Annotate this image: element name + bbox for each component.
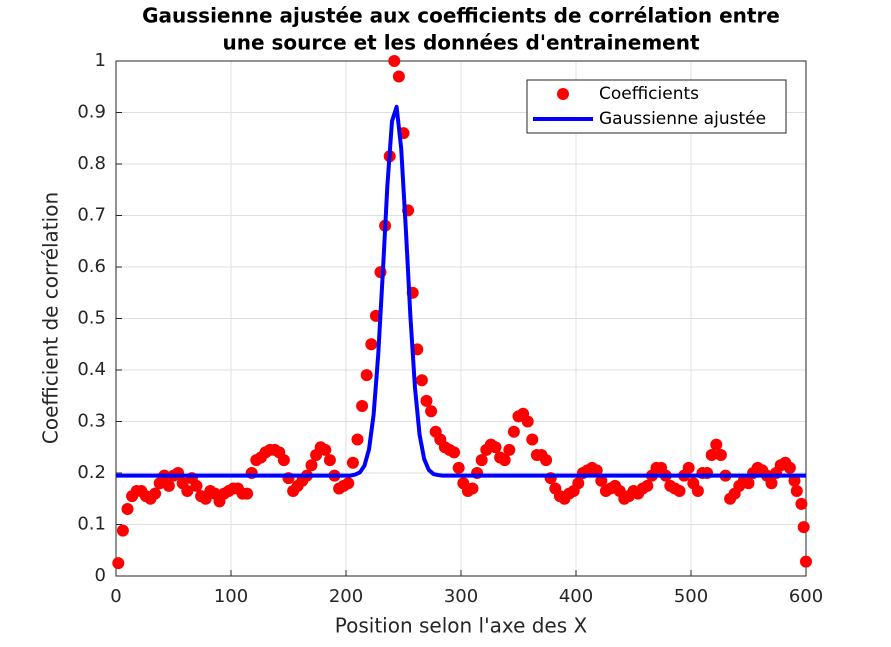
y-tick-label: 0.6: [77, 256, 106, 277]
y-tick-label: 0.8: [77, 153, 106, 174]
chart-title: une source et les données d'entrainement: [222, 31, 700, 55]
data-point: [319, 443, 332, 456]
data-point: [415, 374, 428, 387]
x-tick-label: 0: [110, 586, 121, 607]
data-point: [691, 485, 704, 498]
y-tick-label: 0.9: [77, 102, 106, 123]
data-point: [475, 454, 488, 467]
y-tick-label: 0.5: [77, 308, 106, 329]
data-point: [162, 479, 175, 492]
data-point: [507, 425, 520, 438]
data-point: [351, 433, 364, 446]
data-point: [710, 438, 723, 451]
data-point: [521, 415, 534, 428]
data-point: [241, 487, 254, 500]
data-point: [682, 461, 695, 474]
data-point: [305, 459, 318, 472]
data-point: [526, 433, 539, 446]
legend-label: Gaussienne ajustée: [599, 109, 766, 129]
data-point: [714, 448, 727, 461]
y-tick-label: 0.2: [77, 462, 106, 483]
y-tick-label: 0: [95, 565, 106, 586]
fit-line: [116, 104, 806, 478]
legend: Coefficients Gaussienne ajustée: [526, 79, 787, 134]
data-point: [388, 55, 401, 67]
x-tick-label: 300: [444, 586, 478, 607]
data-point: [595, 474, 608, 487]
data-point: [572, 477, 585, 490]
data-point: [277, 454, 290, 467]
y-tick-label: 0.7: [77, 205, 106, 226]
data-point: [116, 524, 129, 537]
data-point: [790, 485, 803, 498]
data-point: [783, 461, 796, 474]
data-point: [705, 448, 718, 461]
data-point: [346, 456, 359, 469]
data-point: [466, 482, 479, 495]
y-axis-label: Coefficient de corrélation: [39, 192, 63, 444]
data-point: [342, 477, 355, 490]
x-tick-label: 200: [329, 586, 363, 607]
y-tick-label: 0.3: [77, 411, 106, 432]
data-point: [420, 394, 433, 407]
legend-label: Coefficients: [599, 84, 699, 104]
x-tick-label: 100: [214, 586, 248, 607]
x-axis-label: Position selon l'axe des X: [335, 614, 588, 638]
data-point: [425, 405, 438, 418]
data-point: [498, 454, 511, 467]
data-point: [112, 557, 125, 570]
y-tick-label: 0.1: [77, 514, 106, 535]
data-point: [360, 369, 373, 382]
legend-box: [526, 79, 787, 134]
data-point: [742, 477, 755, 490]
data-point: [452, 461, 465, 474]
data-point: [121, 503, 134, 516]
y-tick-label: 0.4: [77, 359, 106, 380]
data-point: [489, 441, 502, 454]
x-tick-label: 500: [674, 586, 708, 607]
data-point: [392, 70, 405, 83]
data-point: [590, 464, 603, 477]
x-tick-label: 600: [789, 586, 823, 607]
data-point: [788, 474, 801, 487]
x-tick-label: 400: [559, 586, 593, 607]
data-point: [448, 446, 461, 459]
data-point: [641, 479, 654, 492]
data-point: [765, 477, 778, 490]
data-point: [190, 479, 203, 492]
data-point: [356, 400, 369, 413]
data-point: [797, 521, 810, 534]
data-point: [673, 485, 686, 498]
y-tick-label: 1: [95, 50, 106, 71]
data-point: [795, 497, 808, 510]
data-point: [540, 454, 553, 467]
data-point: [503, 443, 516, 456]
data-point: [149, 487, 162, 500]
data-point: [181, 485, 194, 498]
chart-title: Gaussienne ajustée aux coefficients de c…: [142, 4, 780, 28]
data-point: [323, 454, 336, 467]
axes-box: [115, 60, 807, 577]
data-point: [800, 555, 812, 568]
legend-marker: [557, 88, 569, 100]
data-point: [365, 338, 378, 351]
